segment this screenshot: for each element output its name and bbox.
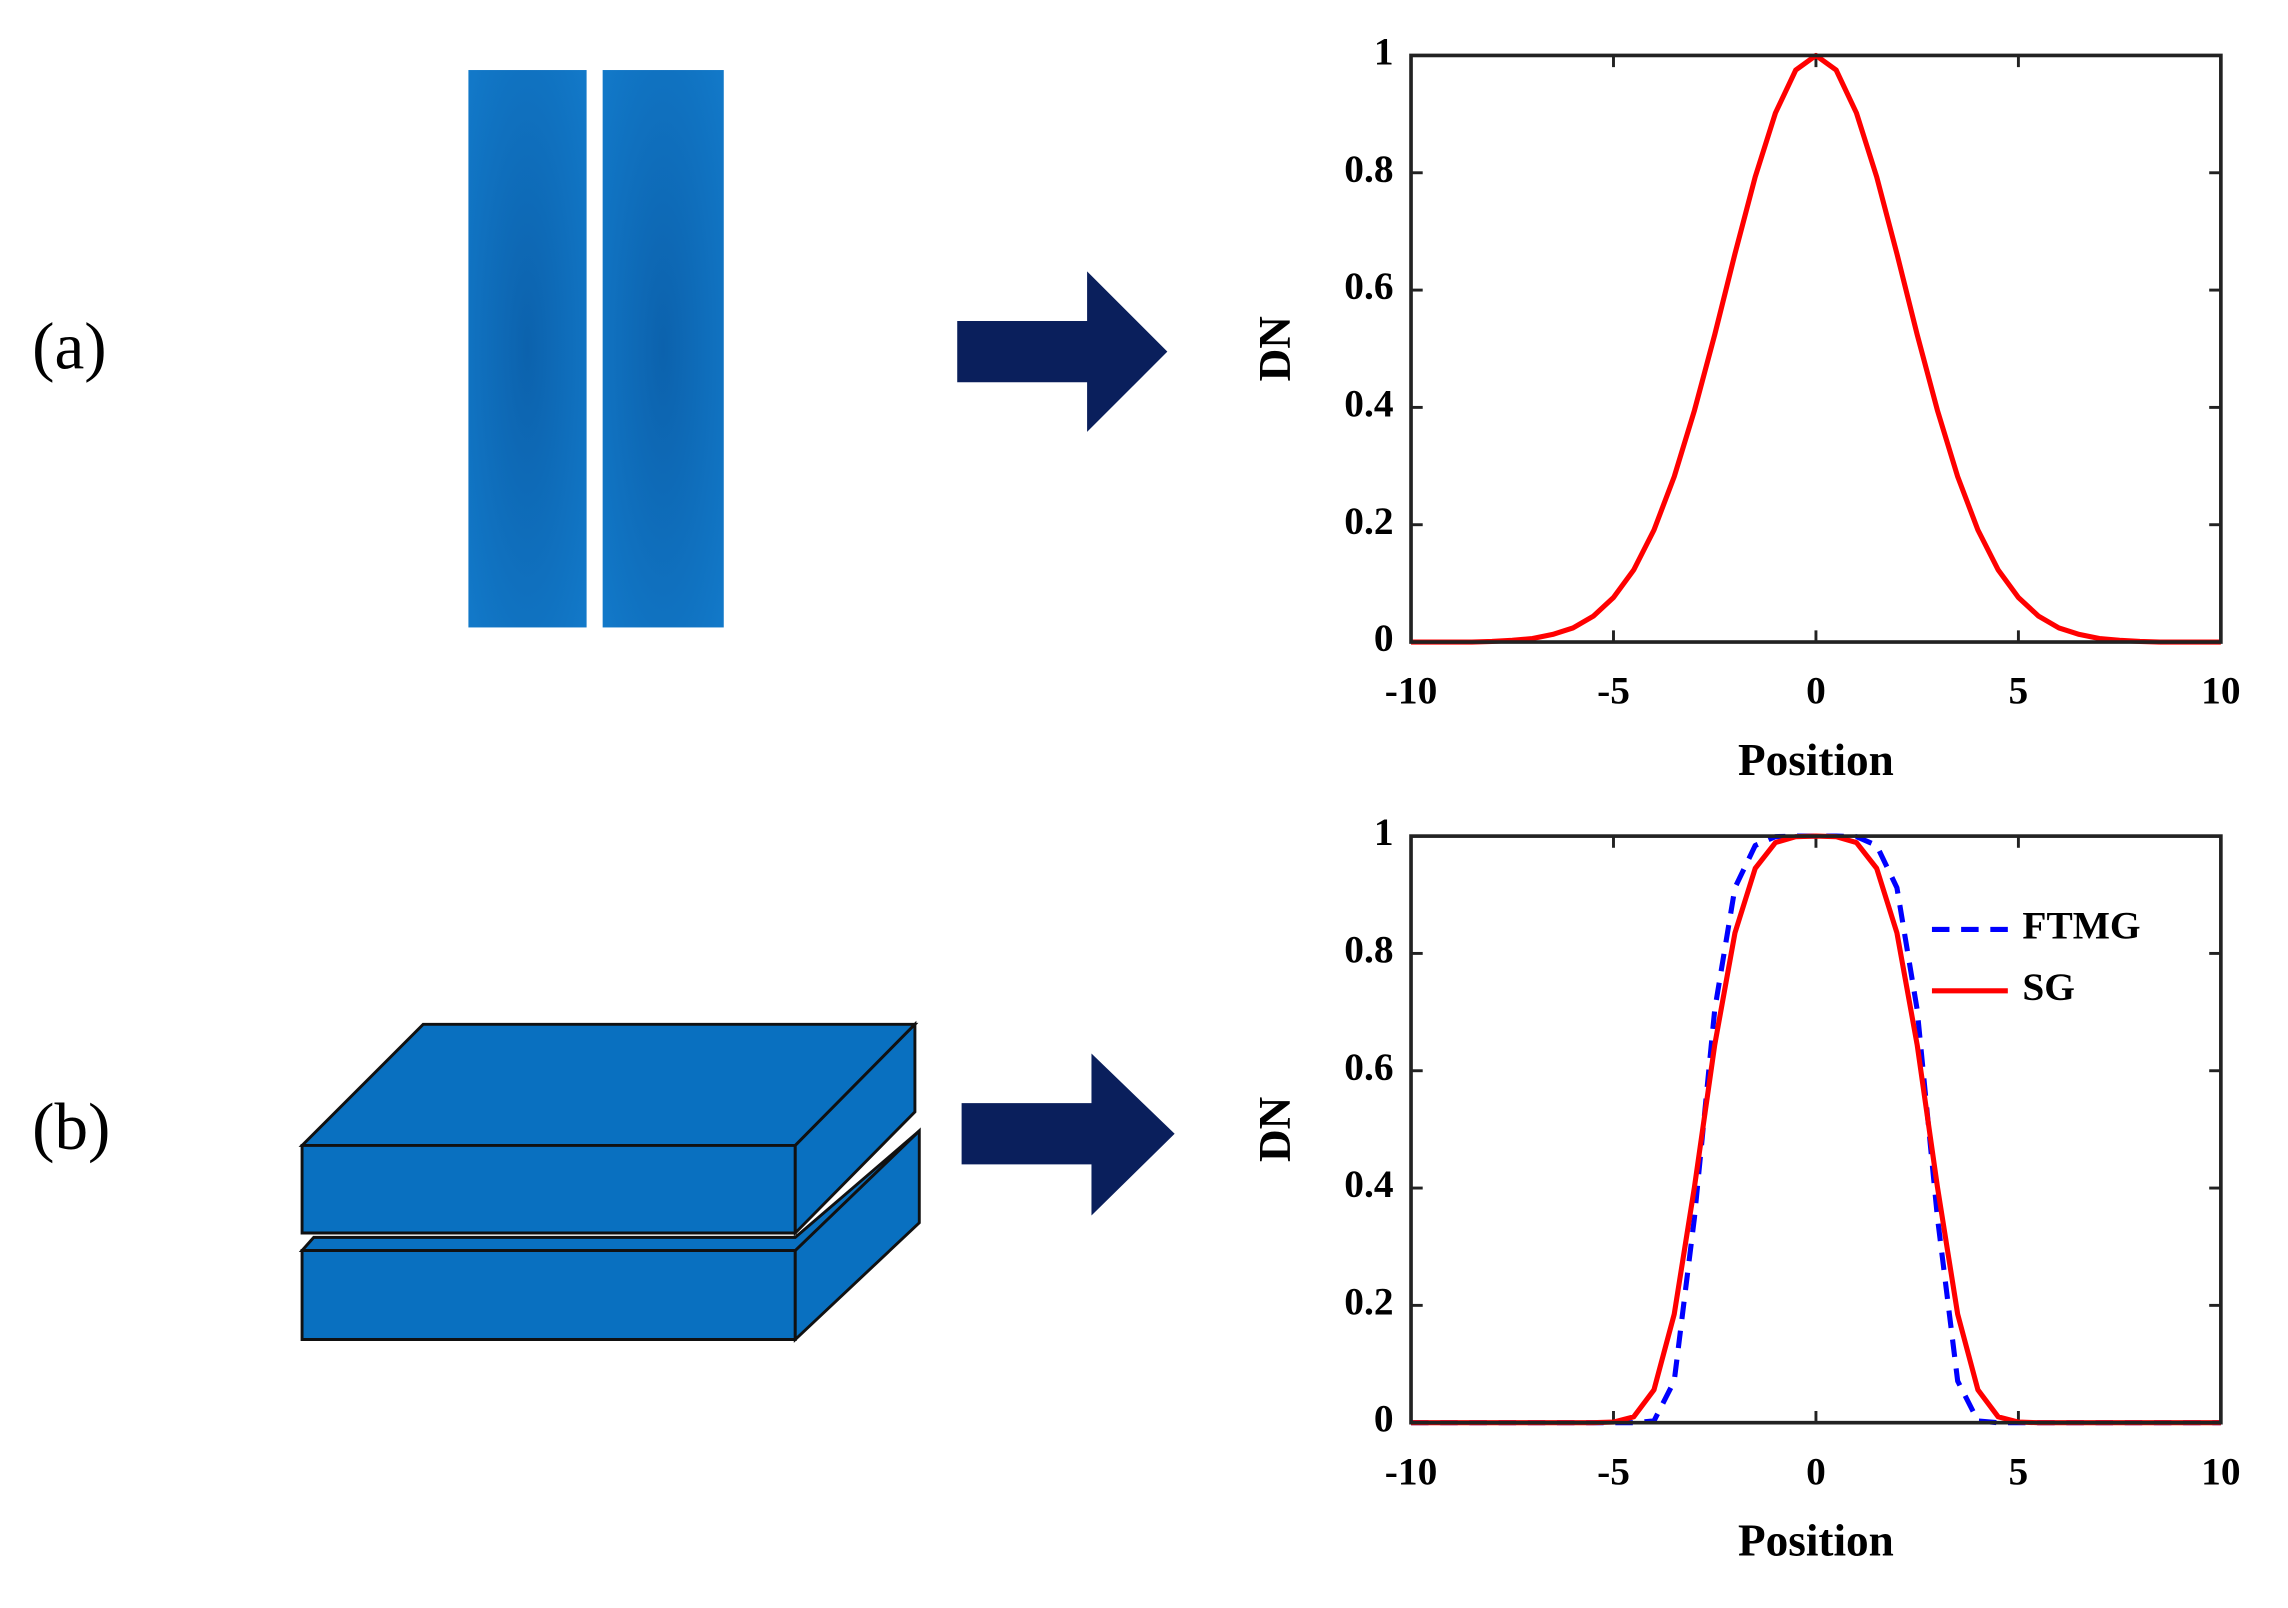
x-axis-label: Position [1738, 1516, 1894, 1566]
legend-label: SG [2022, 965, 2075, 1009]
arrow [957, 271, 1168, 432]
x-tick-label: 10 [2201, 669, 2240, 713]
legend-label: FTMG [2022, 904, 2140, 948]
arrow [961, 1053, 1175, 1216]
y-axis-label: DN [1250, 1096, 1300, 1162]
plate [602, 70, 724, 628]
y-tick-label: 0.4 [1344, 1162, 1393, 1206]
y-tick-label: 0.6 [1344, 264, 1393, 308]
y-tick-label: 1 [1374, 29, 1394, 73]
y-tick-label: 0.4 [1344, 381, 1393, 425]
x-tick-label: 0 [1806, 669, 1826, 713]
y-tick-label: 0.6 [1344, 1045, 1393, 1089]
y-tick-label: 0 [1374, 616, 1394, 660]
x-tick-label: -5 [1597, 1449, 1630, 1493]
x-tick-label: -10 [1385, 669, 1438, 713]
x-tick-label: 5 [2009, 669, 2029, 713]
plot-frame [1409, 834, 2223, 1425]
x-tick-label: -10 [1385, 1449, 1438, 1493]
x-axis-label: Position [1738, 735, 1894, 785]
panel-label: (a) [32, 309, 106, 384]
y-axis-label: DN [1250, 316, 1300, 382]
plot-frame [1409, 53, 2223, 644]
x-tick-label: 10 [2201, 1449, 2240, 1493]
x-tick-label: -5 [1597, 669, 1630, 713]
x-tick-label: 0 [1806, 1449, 1826, 1493]
plate [468, 70, 587, 628]
y-tick-label: 0.2 [1344, 1279, 1393, 1323]
stacked-slabs [298, 1020, 921, 1343]
y-tick-label: 1 [1374, 810, 1394, 854]
panel-label: (b) [32, 1089, 110, 1164]
y-tick-label: 0.8 [1344, 927, 1393, 971]
y-tick-label: 0.8 [1344, 147, 1393, 191]
x-tick-label: 5 [2009, 1449, 2029, 1493]
y-tick-label: 0.2 [1344, 499, 1393, 543]
y-tick-label: 0 [1374, 1397, 1394, 1441]
